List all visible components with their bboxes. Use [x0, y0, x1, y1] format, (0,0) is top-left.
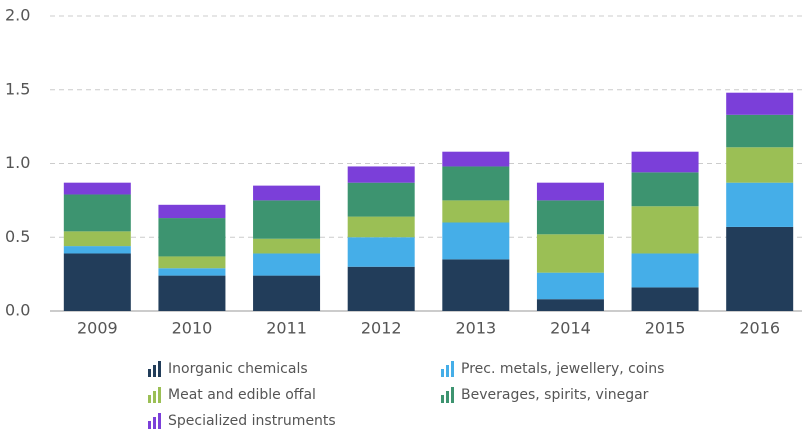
legend-icon: [446, 365, 449, 377]
bar-segment: [631, 172, 699, 207]
bar-segment: [347, 182, 415, 217]
bar-segment: [253, 253, 321, 276]
bar-segment: [442, 166, 510, 201]
bar-segment: [63, 194, 131, 232]
bar-segment: [158, 218, 226, 257]
bar-segment: [158, 204, 226, 219]
bar-segment: [347, 237, 415, 267]
x-tick-label: 2009: [77, 319, 118, 338]
legend-item: Inorganic chemicals: [148, 361, 308, 377]
x-tick-label: 2013: [455, 319, 496, 338]
y-tick-label: 0.5: [5, 227, 30, 246]
bar-segment: [63, 246, 131, 254]
bar-segment: [536, 182, 604, 201]
bar-segment: [347, 216, 415, 238]
legend-label: Specialized instruments: [168, 413, 336, 429]
x-tick-label: 2015: [645, 319, 686, 338]
bar-segment: [726, 147, 794, 183]
legend-icon: [153, 417, 156, 429]
bar-segment: [158, 256, 226, 269]
bar-segment: [536, 200, 604, 235]
legend-icon: [158, 361, 161, 377]
x-tick-label: 2011: [266, 319, 307, 338]
bar-segment: [536, 272, 604, 300]
legend-item: Specialized instruments: [148, 413, 336, 429]
bar-segment: [442, 200, 510, 223]
legend-icon: [441, 395, 444, 403]
y-tick-label: 1.0: [5, 153, 30, 172]
legend-icon: [441, 369, 444, 377]
legend-icon: [148, 421, 151, 429]
bar-segment: [253, 200, 321, 239]
bar-segment: [442, 151, 510, 167]
bar-segment: [442, 222, 510, 260]
legend-label: Beverages, spirits, vinegar: [461, 387, 649, 403]
x-tick-label: 2012: [361, 319, 402, 338]
legend-item: Beverages, spirits, vinegar: [441, 387, 649, 403]
legend-icon: [451, 361, 454, 377]
bar-segment: [253, 185, 321, 201]
legend-icon: [158, 387, 161, 403]
bar-segment: [536, 234, 604, 273]
bar-segment: [631, 151, 699, 173]
legend-item: Prec. metals, jewellery, coins: [441, 361, 664, 377]
legend-icon: [153, 365, 156, 377]
bar-segment: [726, 114, 794, 148]
bar-segment: [726, 92, 794, 115]
legend-icon: [148, 395, 151, 403]
legend-icon: [451, 387, 454, 403]
bar-segment: [631, 287, 699, 311]
x-tick-label: 2014: [550, 319, 591, 338]
legend-label: Prec. metals, jewellery, coins: [461, 361, 664, 377]
bar-segment: [631, 253, 699, 288]
legend-label: Meat and edible offal: [168, 387, 316, 403]
bar-segment: [158, 275, 226, 311]
legend-item: Meat and edible offal: [148, 387, 316, 403]
bar-segment: [726, 182, 794, 227]
bar-segment: [347, 266, 415, 311]
legend-icon: [153, 391, 156, 403]
bar-segment: [347, 166, 415, 183]
bar-segment: [158, 268, 226, 276]
bar-segment: [63, 231, 131, 247]
bar-segment: [63, 253, 131, 311]
bar-segment: [63, 182, 131, 195]
bar-segment: [726, 226, 794, 311]
y-tick-label: 2.0: [5, 6, 30, 25]
legend-icon: [148, 369, 151, 377]
bar-segment: [631, 206, 699, 254]
legend-label: Inorganic chemicals: [168, 361, 308, 377]
x-tick-label: 2016: [739, 319, 780, 338]
bar-segment: [253, 275, 321, 311]
bar-segment: [442, 259, 510, 311]
bar-segment: [536, 299, 604, 311]
legend-icon: [158, 413, 161, 429]
x-tick-label: 2010: [172, 319, 213, 338]
legend-icon: [446, 391, 449, 403]
y-tick-label: 0.0: [5, 301, 30, 320]
y-tick-label: 1.5: [5, 79, 30, 98]
bar-segment: [253, 238, 321, 254]
